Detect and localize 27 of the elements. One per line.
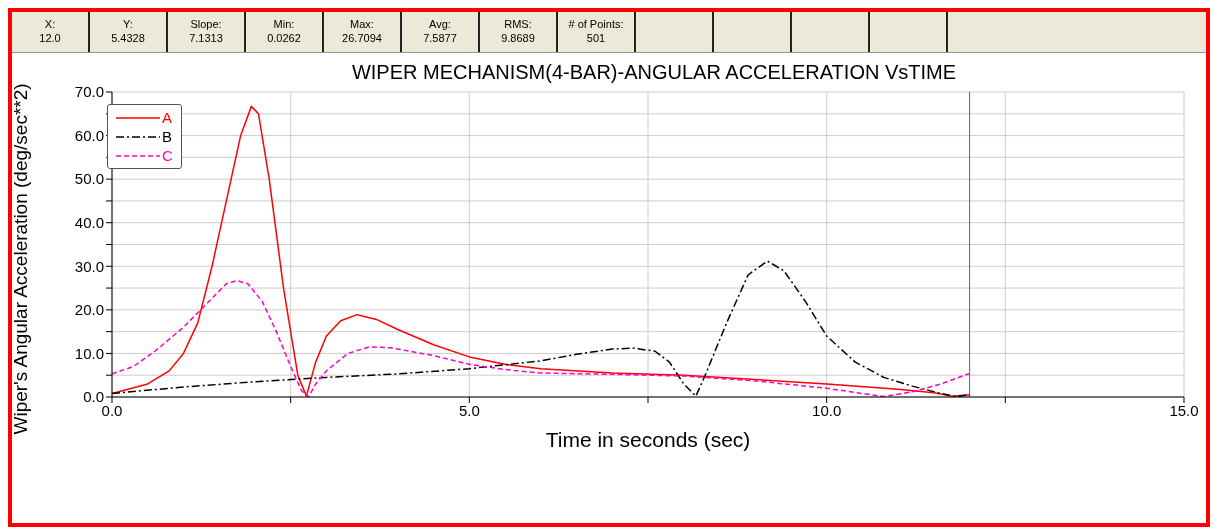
y-tick-label: 10.0 <box>74 344 104 362</box>
y-tick-label: 0.0 <box>83 388 104 406</box>
text: Min: 0.0262 <box>246 12 324 52</box>
y-axis-title: Wiper's Angular Acceleration (deg/sec**2) <box>9 83 31 435</box>
text: Y: 5.4328 <box>90 12 168 52</box>
y-tick-label: 40.0 <box>74 214 104 232</box>
x-tick-label: 0.0 <box>101 401 123 419</box>
y-tick-label: 70.0 <box>74 83 104 101</box>
y-tick-label: 60.0 <box>74 126 104 144</box>
x-tick-label: 5.0 <box>458 401 480 419</box>
text: Slope: 7.1313 <box>168 12 246 52</box>
line-series <box>112 105 971 397</box>
legend-label: B <box>162 128 173 145</box>
chart-title: WIPER MECHANISM(4-BAR)-ANGULAR ACCELERATION VsTIME <box>350 61 958 84</box>
legend-label: C <box>162 147 173 164</box>
text: Avg: 7.5877 <box>402 12 480 52</box>
y-tick-label: 30.0 <box>74 257 104 275</box>
y-tick-label: 50.0 <box>74 170 104 188</box>
text: # of Points: 501 <box>558 12 636 52</box>
legend-label: A <box>162 109 173 126</box>
x-tick-label: 10.0 <box>812 401 842 419</box>
text: RMS: 9.8689 <box>480 12 558 52</box>
x-tick-label: 15.0 <box>1169 401 1199 419</box>
text: X: 12.0 <box>12 12 90 52</box>
x-axis-title: Time in seconds (sec) <box>545 428 751 451</box>
text: Max: 26.7094 <box>324 12 402 52</box>
y-tick-label: 20.0 <box>74 301 104 319</box>
